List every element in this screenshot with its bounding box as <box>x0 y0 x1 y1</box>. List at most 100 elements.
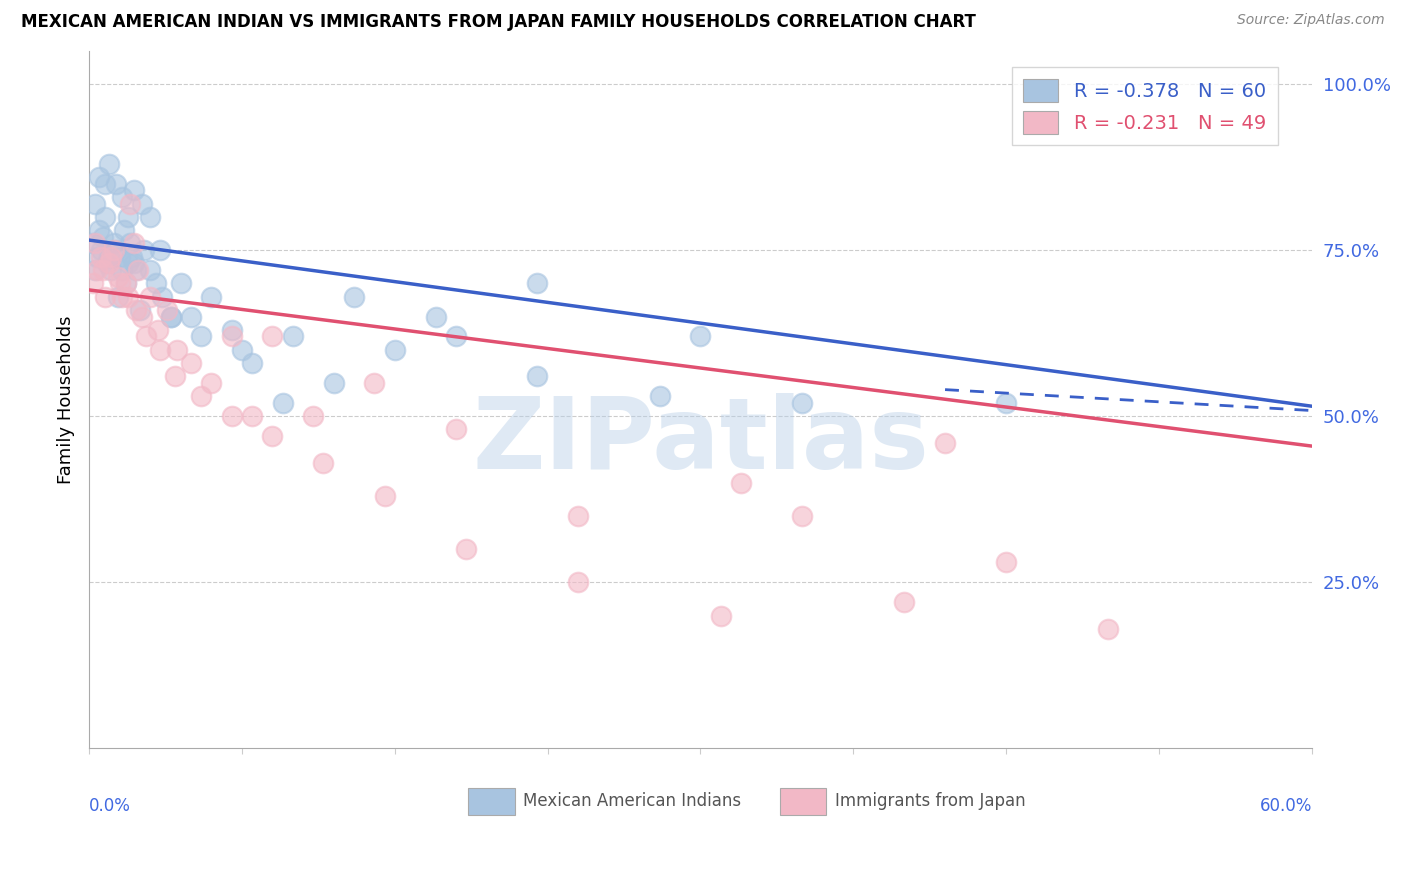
Point <box>159 310 181 324</box>
Point <box>159 310 181 324</box>
Point <box>111 190 134 204</box>
Point <box>91 263 114 277</box>
Point <box>792 508 814 523</box>
Point <box>262 429 284 443</box>
Point <box>112 223 135 237</box>
Point <box>94 177 117 191</box>
Point <box>271 396 294 410</box>
Point <box>240 409 263 424</box>
Point <box>103 243 125 257</box>
Point <box>322 376 344 390</box>
Point <box>96 256 118 270</box>
FancyBboxPatch shape <box>468 789 515 814</box>
Point <box>89 169 111 184</box>
Point <box>934 435 956 450</box>
Point <box>1097 622 1119 636</box>
Point <box>132 243 155 257</box>
Point <box>91 229 114 244</box>
Point <box>117 256 139 270</box>
Point <box>111 289 134 303</box>
Point <box>84 236 107 251</box>
Point <box>166 343 188 357</box>
Point <box>86 250 108 264</box>
Point <box>200 289 222 303</box>
Point <box>121 250 143 264</box>
Text: 0.0%: 0.0% <box>89 797 131 815</box>
Point <box>567 575 589 590</box>
Point <box>363 376 385 390</box>
Point <box>995 396 1018 410</box>
Point <box>730 475 752 490</box>
Point <box>131 196 153 211</box>
Point <box>792 396 814 410</box>
Point <box>90 243 112 257</box>
Point <box>444 329 467 343</box>
Point <box>122 236 145 251</box>
Point <box>384 343 406 357</box>
Point <box>302 409 325 424</box>
Text: MEXICAN AMERICAN INDIAN VS IMMIGRANTS FROM JAPAN FAMILY HOUSEHOLDS CORRELATION C: MEXICAN AMERICAN INDIAN VS IMMIGRANTS FR… <box>21 13 976 31</box>
Point <box>111 263 134 277</box>
Point <box>152 289 174 303</box>
Point <box>90 250 112 264</box>
Point <box>149 343 172 357</box>
Point <box>84 196 107 211</box>
Point <box>312 456 335 470</box>
Point <box>139 210 162 224</box>
Point <box>122 183 145 197</box>
Point <box>149 243 172 257</box>
Point <box>114 277 136 291</box>
Point <box>190 389 212 403</box>
Point <box>456 542 478 557</box>
Point <box>104 243 127 257</box>
Point <box>100 263 122 277</box>
Point <box>114 277 136 291</box>
Point <box>180 310 202 324</box>
Point <box>689 329 711 343</box>
Point <box>118 196 141 211</box>
Point <box>170 277 193 291</box>
Point <box>127 263 149 277</box>
Point <box>221 329 243 343</box>
Point <box>98 256 121 270</box>
Point <box>125 263 148 277</box>
Point <box>526 369 548 384</box>
Point <box>148 323 170 337</box>
Point <box>374 489 396 503</box>
Point <box>240 356 263 370</box>
Y-axis label: Family Households: Family Households <box>58 316 75 483</box>
FancyBboxPatch shape <box>780 789 827 814</box>
Point <box>995 555 1018 569</box>
Point <box>155 302 177 317</box>
Point <box>98 250 121 264</box>
Point <box>648 389 671 403</box>
Point <box>118 236 141 251</box>
Point <box>262 329 284 343</box>
Point <box>139 263 162 277</box>
Point <box>104 177 127 191</box>
Point <box>94 289 117 303</box>
Point <box>125 302 148 317</box>
Point <box>163 369 186 384</box>
Text: ZIPatlas: ZIPatlas <box>472 393 929 490</box>
Point <box>86 263 108 277</box>
Point <box>526 277 548 291</box>
Point <box>343 289 366 303</box>
Point <box>190 329 212 343</box>
Point <box>82 236 104 251</box>
Point <box>84 263 107 277</box>
Legend: R = -0.378   N = 60, R = -0.231   N = 49: R = -0.378 N = 60, R = -0.231 N = 49 <box>1011 68 1278 145</box>
Point <box>108 277 131 291</box>
Point <box>893 595 915 609</box>
Point <box>89 223 111 237</box>
Point <box>100 250 122 264</box>
Point <box>129 302 152 317</box>
Point <box>139 289 162 303</box>
Point <box>710 608 733 623</box>
Point <box>107 269 129 284</box>
Point <box>117 210 139 224</box>
Point <box>221 409 243 424</box>
Point <box>221 323 243 337</box>
Point <box>200 376 222 390</box>
Point <box>117 289 139 303</box>
